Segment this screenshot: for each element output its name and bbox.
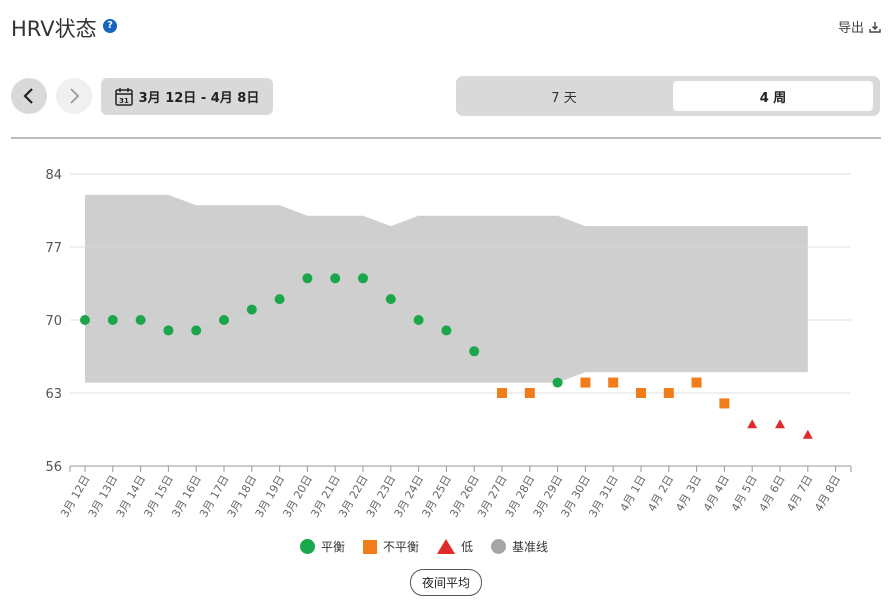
chevron-right-icon xyxy=(70,88,80,104)
balanced-point xyxy=(330,273,341,284)
x-tick-label: 4月 8日 xyxy=(812,473,843,514)
export-button[interactable]: 导出 xyxy=(838,17,881,36)
legend-low: 低 xyxy=(437,538,473,555)
balanced-point xyxy=(274,294,285,305)
legend-baseline: 基准线 xyxy=(491,538,548,555)
x-tick-label: 4月 4日 xyxy=(701,473,732,514)
unbalanced-point xyxy=(719,398,730,409)
low-point xyxy=(775,419,785,429)
period-selector: 7 天 4 周 xyxy=(456,76,880,116)
period-4-weeks-button[interactable]: 4 周 xyxy=(673,81,873,111)
previous-button[interactable] xyxy=(11,78,47,114)
chart-legend: 平衡 不平衡 低 基准线 xyxy=(300,538,548,555)
period-7-days-button[interactable]: 7 天 xyxy=(551,90,577,106)
x-tick-label: 4月 5日 xyxy=(729,473,760,514)
y-tick-label: 77 xyxy=(45,241,62,256)
unbalanced-point xyxy=(608,377,619,388)
unbalanced-point xyxy=(636,388,646,398)
y-tick-label: 63 xyxy=(45,387,62,402)
unbalanced-point xyxy=(663,388,674,398)
balanced-point xyxy=(385,294,396,305)
x-tick-label: 4月 7日 xyxy=(784,473,815,514)
y-tick-label: 56 xyxy=(45,460,62,475)
unbalanced-point xyxy=(580,377,591,388)
balanced-point xyxy=(191,325,202,336)
unbalanced-point xyxy=(497,388,507,398)
page-title: HRV状态 xyxy=(11,17,97,41)
next-button[interactable] xyxy=(56,78,92,114)
balanced-point xyxy=(107,315,118,325)
balanced-dot-icon xyxy=(300,539,315,554)
svg-text:31: 31 xyxy=(119,97,129,105)
balanced-point xyxy=(80,315,90,325)
legend-unbalanced: 不平衡 xyxy=(363,538,419,555)
unbalanced-point xyxy=(691,377,702,388)
date-range-button[interactable]: 31 3月 12日 - 4月 8日 xyxy=(101,78,273,115)
balanced-point xyxy=(302,273,313,284)
balanced-point xyxy=(469,346,480,357)
low-point xyxy=(747,419,758,429)
balanced-point xyxy=(219,315,229,325)
baseline-dot-icon xyxy=(491,539,507,554)
balanced-point xyxy=(246,304,257,315)
balanced-point xyxy=(163,325,174,336)
header-divider xyxy=(11,137,881,139)
date-range-label: 3月 12日 - 4月 8日 xyxy=(138,91,260,106)
baseline-band xyxy=(85,194,808,383)
low-point xyxy=(802,429,813,439)
help-icon[interactable]: ? xyxy=(103,19,117,33)
x-tick-label: 4月 1日 xyxy=(618,473,649,514)
legend-balanced: 平衡 xyxy=(300,538,345,555)
nightly-average-button[interactable]: 夜间平均 xyxy=(410,569,482,596)
chevron-left-icon xyxy=(23,88,33,104)
y-tick-label: 70 xyxy=(45,314,62,329)
balanced-point xyxy=(552,377,563,388)
balanced-point xyxy=(441,325,452,336)
low-triangle-icon xyxy=(437,539,456,554)
x-tick-label: 4月 3日 xyxy=(673,473,704,514)
balanced-point xyxy=(358,273,368,284)
balanced-point xyxy=(413,315,424,325)
x-tick-label: 4月 6日 xyxy=(757,473,788,514)
calendar-icon: 31 xyxy=(114,88,133,106)
unbalanced-point xyxy=(524,388,535,398)
y-tick-label: 84 xyxy=(45,168,62,183)
balanced-point xyxy=(135,315,146,325)
export-icon xyxy=(869,21,881,33)
unbalanced-square-icon xyxy=(363,539,378,554)
x-tick-label: 4月 2日 xyxy=(645,473,676,514)
export-label: 导出 xyxy=(837,21,864,36)
